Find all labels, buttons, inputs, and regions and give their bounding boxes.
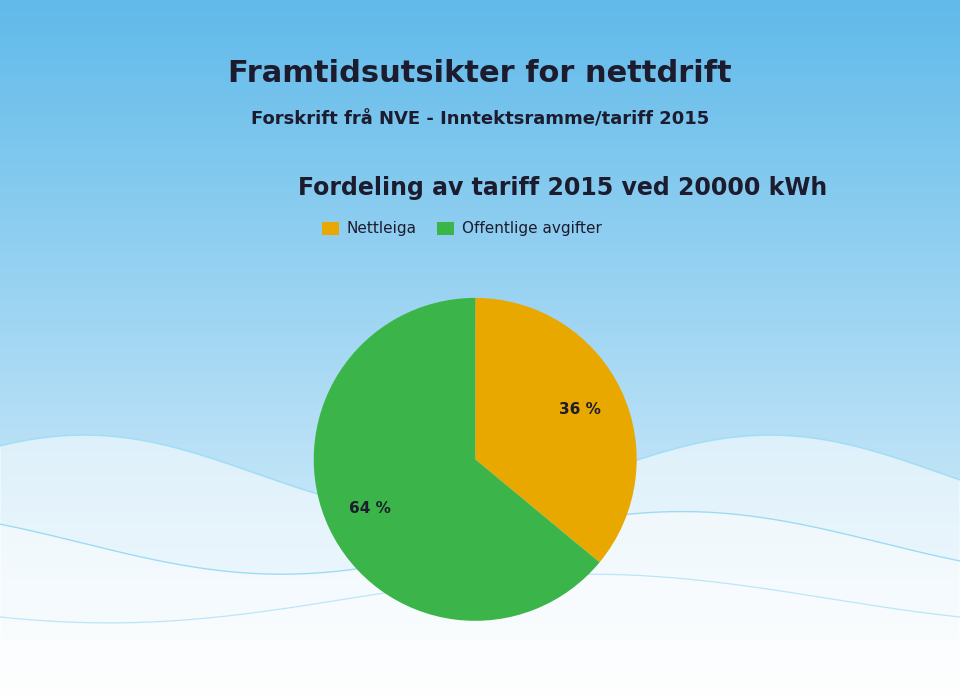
Text: 36 %: 36 % xyxy=(560,402,601,418)
Bar xyxy=(437,222,454,235)
Text: Forskrift frå NVE - Inntektsramme/tariff 2015: Forskrift frå NVE - Inntektsramme/tariff… xyxy=(251,111,709,129)
Text: Nettleiga: Nettleiga xyxy=(347,221,417,236)
Text: Framtidsutsikter for nettdrift: Framtidsutsikter for nettdrift xyxy=(228,58,732,88)
Text: 64 %: 64 % xyxy=(349,501,391,516)
Text: Fordeling av tariff 2015 ved 20000 kWh: Fordeling av tariff 2015 ved 20000 kWh xyxy=(298,176,827,200)
Wedge shape xyxy=(314,298,600,621)
Wedge shape xyxy=(475,298,636,562)
Text: Offentlige avgifter: Offentlige avgifter xyxy=(462,221,602,236)
Bar xyxy=(322,222,339,235)
